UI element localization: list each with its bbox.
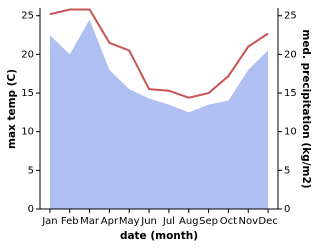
y-tick-label: 15: [21, 88, 34, 99]
chart: date (month) max temp (C) med. precipita…: [6, 8, 312, 242]
y-axis-label: max temp (C): [6, 69, 18, 149]
x-tick-label: Apr: [101, 216, 119, 227]
y2-axis-label: med. precipitation (kg/m2): [300, 29, 312, 188]
x-tick-label: Mar: [80, 216, 100, 227]
y2-tick-label: 25: [284, 11, 297, 22]
precip-area: [49, 19, 269, 209]
y2-tick-label: 20: [284, 49, 297, 60]
y-tick-label: 0: [28, 204, 34, 215]
x-tick-label: Feb: [61, 216, 79, 227]
temp-line: [49, 8, 269, 99]
y-tick-label: 20: [21, 49, 34, 60]
y2-tick-label: 10: [284, 127, 297, 138]
x-tick-label: May: [119, 216, 140, 227]
y2-tick-label: 5: [284, 165, 290, 176]
x-tick-label: Sep: [199, 216, 218, 227]
x-tick-label: Nov: [238, 216, 258, 227]
y2-tick-label: 15: [284, 88, 297, 99]
y2-tick-label: 0: [284, 204, 290, 215]
x-tick-label: Dec: [258, 216, 277, 227]
x-tick-label: Jun: [140, 216, 157, 227]
x-tick-label: Jul: [162, 216, 175, 227]
y-tick-label: 10: [21, 127, 34, 138]
x-tick-label: Oct: [220, 216, 237, 227]
y-tick-label: 25: [21, 11, 34, 22]
y-tick-label: 5: [28, 165, 34, 176]
x-axis-label: date (month): [120, 230, 198, 242]
x-tick-label: Jan: [41, 216, 57, 227]
x-tick-label: Aug: [179, 216, 199, 227]
